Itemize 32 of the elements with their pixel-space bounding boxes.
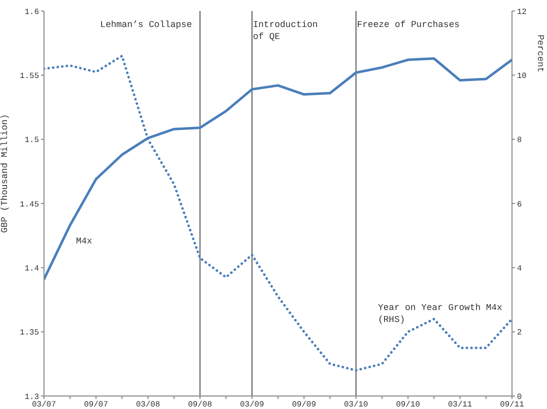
y-axis-title: GBP (Thousand Million): [0, 114, 10, 233]
y2-tick-label: 6: [517, 200, 522, 210]
y2-axis-title: Percent: [534, 34, 545, 72]
ref-line-label: Freeze of Purchases: [357, 20, 460, 30]
y-tick-label: 1.5: [24, 136, 40, 146]
y2-tick-label: 12: [517, 8, 527, 17]
ref-line-label: Introduction of QE: [253, 20, 318, 42]
x-tick-label: 09/11: [500, 400, 524, 409]
x-tick-label: 03/09: [240, 400, 264, 409]
y2-tick-label: 8: [517, 136, 522, 146]
x-tick-label: 03/08: [136, 400, 160, 409]
y-tick-label: 1.35: [20, 328, 40, 338]
x-tick-label: 03/07: [32, 400, 56, 409]
y2-tick-label: 4: [517, 264, 522, 274]
x-tick-label: 09/07: [84, 400, 108, 409]
x-tick-label: 09/08: [188, 400, 212, 409]
y-tick-label: 1.55: [20, 72, 40, 82]
y-tick-label: 1.3: [24, 392, 40, 402]
x-tick-label: 09/09: [292, 400, 316, 409]
ref-line-label: Lehman’s Collapse: [100, 20, 192, 30]
y2-tick-label: 0: [517, 392, 522, 402]
y-tick-label: 1.6: [24, 8, 40, 17]
x-tick-label: 03/10: [344, 400, 368, 409]
y2-tick-label: 2: [517, 328, 522, 338]
line-series: [44, 54, 512, 372]
x-tick-label: 09/10: [396, 400, 420, 409]
y2-tick-label: 10: [517, 72, 527, 82]
series-label: M4x: [76, 236, 92, 246]
series-label: Year on Year Growth M4x (RHS): [378, 302, 502, 325]
x-tick-label: 03/11: [448, 400, 472, 409]
y-tick-label: 1.45: [20, 200, 40, 210]
y-tick-label: 1.4: [24, 264, 40, 274]
